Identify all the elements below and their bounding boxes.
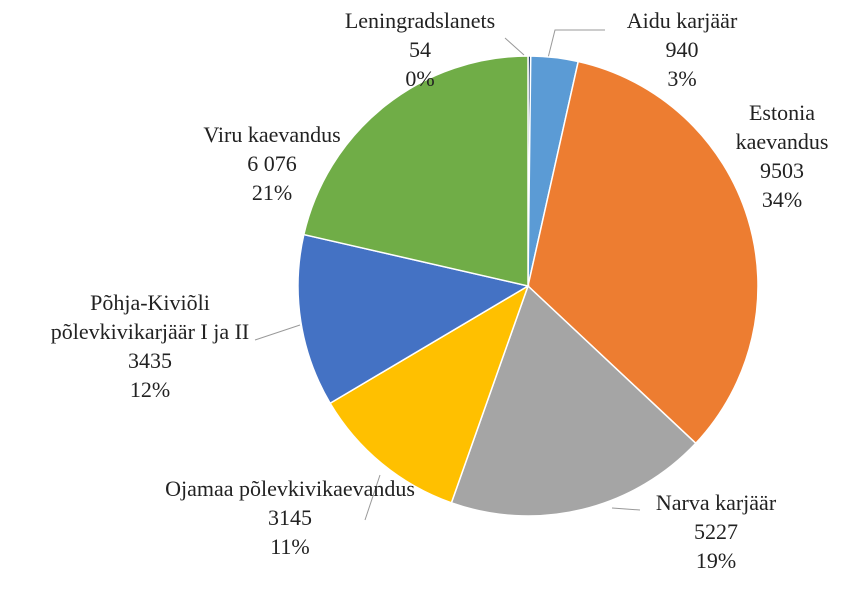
percent-label: 11% (270, 534, 310, 559)
pie-slice (329, 284, 530, 504)
category-name: Ojamaa põlevkivikaevandus (165, 476, 415, 501)
pie-slice (302, 55, 529, 287)
value-label: 3145 (268, 505, 312, 530)
category-name: Aidu karjäär (626, 8, 738, 33)
slice-label: Leningradslanets 54 0% (345, 6, 495, 93)
percent-label: 12% (129, 377, 171, 402)
category-name: Leningradslanets (344, 8, 496, 33)
percent-label: 0% (405, 66, 435, 91)
slice-label: Viru kaevandus 6 076 21% (203, 120, 340, 207)
value-label: 940 (665, 37, 699, 62)
pie-slice (527, 60, 759, 445)
value-label: 6 076 (247, 151, 297, 176)
value-label: 9503 (759, 158, 804, 183)
pie-slice (450, 284, 697, 517)
leader-line (364, 474, 381, 521)
category-name: Estonia kaevandus (735, 100, 829, 154)
leader-line (504, 37, 525, 56)
slice-label: Narva karjäär 5227 19% (656, 488, 776, 575)
slice-label: Aidu karjäär 940 3% (627, 6, 738, 93)
leader-line (254, 324, 301, 341)
slice-label: Põhja-Kiviõli põlevkivikarjäär I ja II 34… (20, 288, 280, 404)
pie-slice (297, 233, 530, 405)
category-name: Narva karjäär (655, 490, 777, 515)
category-name: Viru kaevandus (203, 122, 341, 147)
percent-label: 3% (667, 66, 697, 91)
slice-label: Estonia kaevandus 9503 34% (736, 98, 829, 214)
percent-label: 34% (761, 187, 803, 212)
leader-line (547, 29, 605, 59)
value-label: 54 (408, 37, 431, 62)
percent-label: 21% (251, 180, 293, 205)
slice-label: Ojamaa põlevkivikaevandus 3145 11% (165, 474, 415, 561)
percent-label: 19% (695, 548, 737, 573)
category-name: Põhja-Kiviõli põlevkivikarjäär I ja II (50, 290, 250, 344)
leader-line (611, 507, 641, 511)
value-label: 5227 (694, 519, 738, 544)
value-label: 3435 (128, 348, 172, 373)
